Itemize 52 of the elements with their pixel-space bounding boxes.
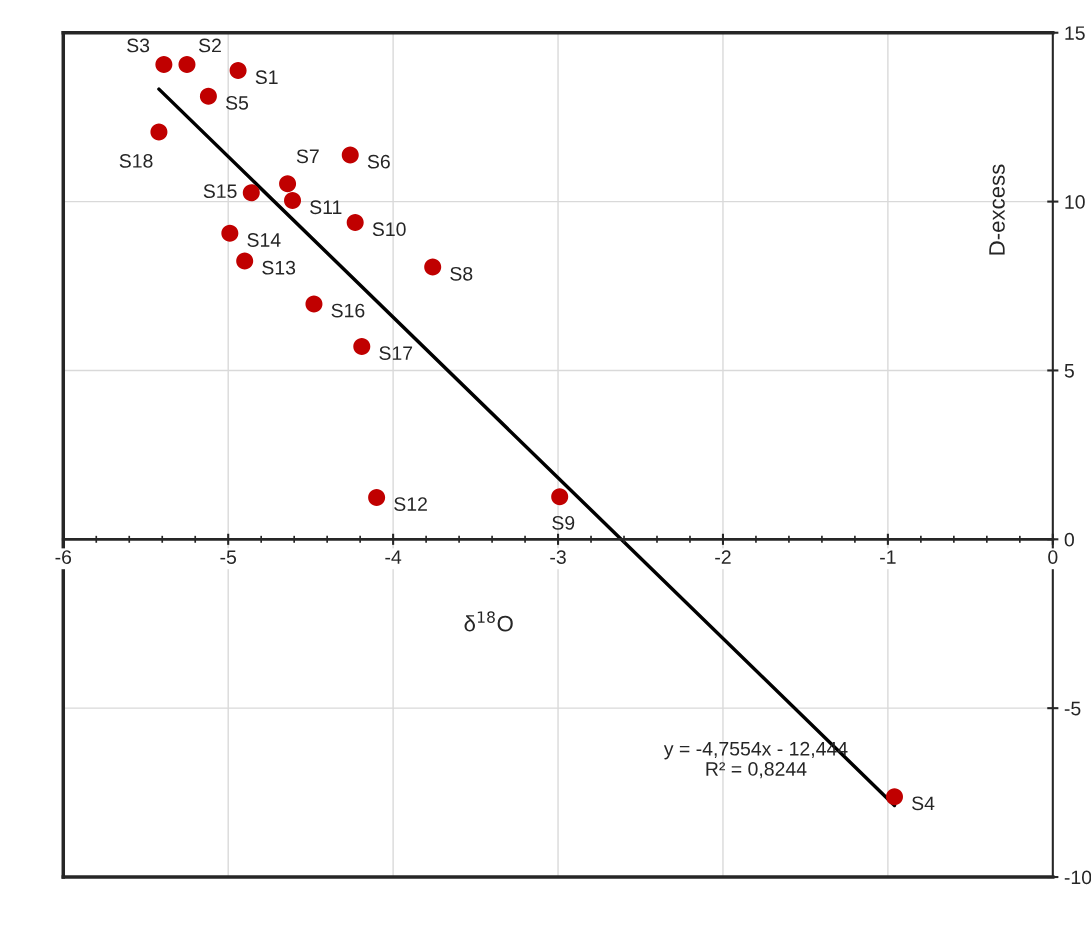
annotation: S15 bbox=[203, 184, 237, 199]
point bbox=[424, 258, 442, 276]
x-tick-label: 0 bbox=[1048, 550, 1058, 565]
point bbox=[284, 192, 302, 210]
x-tick-label: -1 bbox=[880, 550, 896, 564]
annotation: S17 bbox=[379, 346, 413, 361]
y-tick-label: 5 bbox=[1064, 364, 1074, 378]
annotation: S16 bbox=[331, 303, 365, 318]
annotation: S1 bbox=[255, 70, 278, 85]
annotation: S6 bbox=[367, 154, 390, 169]
annotation: S18 bbox=[119, 154, 153, 168]
point bbox=[178, 55, 196, 73]
x-tick-label: -2 bbox=[715, 550, 731, 564]
point bbox=[885, 788, 903, 806]
annotation: S12 bbox=[394, 497, 427, 511]
annotation: S7 bbox=[296, 149, 319, 164]
y-tick-label: -5 bbox=[1064, 701, 1081, 716]
y-tick-label: 10 bbox=[1065, 195, 1085, 209]
y-tick-label: 15 bbox=[1065, 26, 1085, 40]
y-axis-title: D-excess bbox=[989, 164, 1005, 255]
point bbox=[368, 488, 386, 506]
point bbox=[341, 146, 359, 164]
annotation: S5 bbox=[225, 96, 249, 110]
annotation: S3 bbox=[127, 38, 150, 53]
annotation: S13 bbox=[262, 260, 296, 275]
annotation: S8 bbox=[450, 266, 473, 281]
annotation: S4 bbox=[912, 796, 935, 811]
point bbox=[199, 87, 217, 105]
y-tick-label: -10 bbox=[1064, 870, 1091, 885]
point bbox=[279, 175, 297, 193]
point bbox=[236, 252, 254, 270]
x-tick-label: -3 bbox=[550, 550, 566, 565]
annotation: R² = 0,8244 bbox=[706, 762, 807, 779]
point bbox=[305, 295, 323, 313]
y-tick-label: 0 bbox=[1064, 532, 1074, 547]
annotation: S9 bbox=[552, 515, 575, 530]
point bbox=[150, 123, 168, 141]
point bbox=[242, 184, 260, 202]
annotation: S14 bbox=[247, 233, 281, 247]
point bbox=[229, 62, 247, 80]
point bbox=[155, 55, 173, 73]
point bbox=[551, 488, 569, 506]
point bbox=[221, 224, 239, 242]
annotation: S11 bbox=[310, 200, 342, 215]
x-tick-label: -4 bbox=[385, 550, 402, 564]
x-axis-title: δ$^{18}$O bbox=[464, 611, 513, 632]
x-tick-label: -5 bbox=[220, 550, 237, 565]
point bbox=[353, 337, 371, 355]
annotation: S2 bbox=[198, 38, 221, 53]
x-tick-label: -6 bbox=[55, 550, 72, 565]
point bbox=[346, 214, 364, 232]
annotation: S10 bbox=[372, 222, 406, 237]
